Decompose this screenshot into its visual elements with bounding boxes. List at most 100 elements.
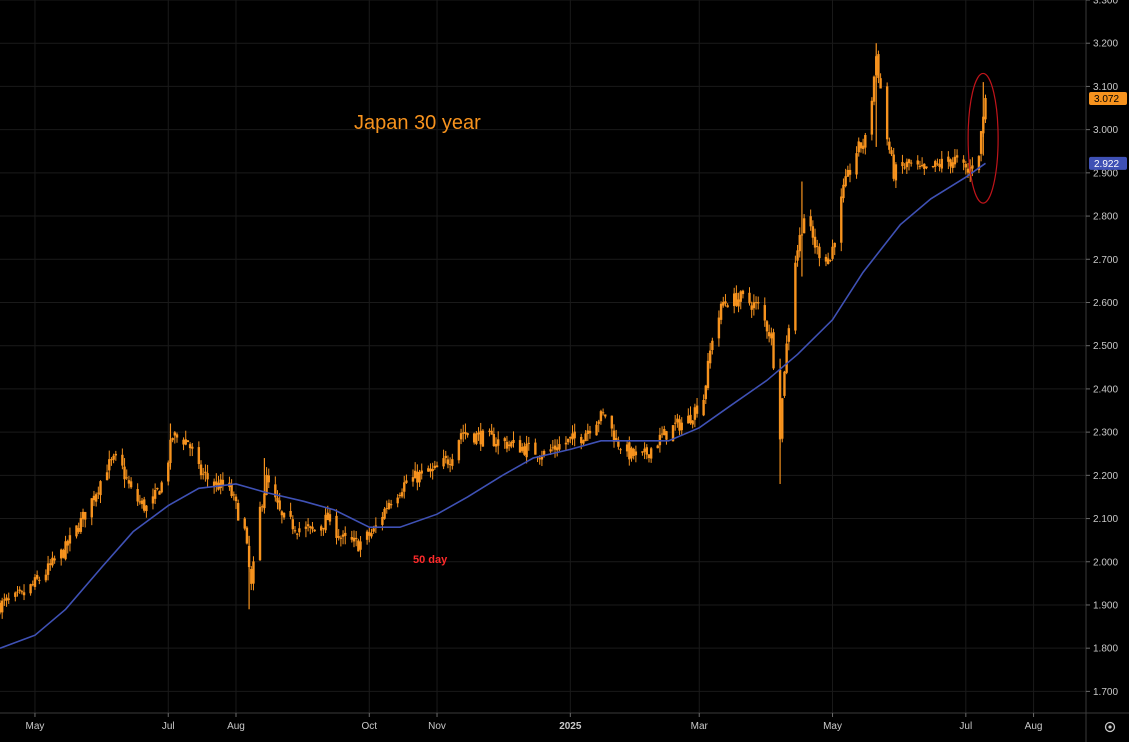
y-tick-label: 1.700: [1093, 687, 1118, 698]
candle-body: [888, 141, 891, 150]
candle-body: [632, 448, 635, 456]
candle-body: [357, 540, 360, 552]
candle-body: [405, 480, 408, 483]
candle-body: [687, 415, 690, 424]
candle-body: [488, 430, 491, 432]
candle-body: [892, 154, 895, 179]
candle-body: [671, 425, 675, 442]
candle-body: [977, 156, 981, 171]
candle-body: [123, 466, 126, 480]
candle-body: [64, 541, 67, 560]
candle-body: [202, 473, 205, 475]
candle-body: [14, 592, 17, 597]
candle-body: [232, 494, 236, 496]
candle-body: [512, 439, 515, 443]
candle-body: [855, 153, 858, 175]
candle-body: [477, 432, 480, 435]
gear-icon[interactable]: [1104, 721, 1116, 733]
chart-title: Japan 30 year: [354, 112, 481, 134]
candle-body: [842, 184, 845, 199]
candle-body: [212, 481, 216, 487]
candle-body: [934, 161, 937, 167]
candle-body: [894, 164, 898, 181]
candle-body: [413, 470, 417, 479]
candle-body: [420, 470, 423, 474]
candle-layer: [0, 43, 987, 619]
candle-body: [748, 292, 751, 304]
candle-body: [383, 508, 386, 519]
candle-body: [99, 481, 102, 496]
candle-body: [160, 482, 163, 493]
candle-body: [615, 438, 618, 442]
candle-body: [92, 495, 96, 501]
candle-body: [335, 515, 338, 538]
candle-body: [693, 407, 697, 420]
candle-body: [94, 494, 98, 502]
candle-body: [79, 517, 83, 532]
candle-body: [230, 484, 233, 497]
candle-body: [33, 577, 37, 587]
y-tick-label: 2.300: [1093, 428, 1118, 439]
candle-body: [143, 499, 146, 511]
x-axis-ticks: May Jul Aug Oct Nov 2025 Mar May Jul Aug: [26, 713, 1042, 732]
candle-body: [368, 532, 371, 536]
candle-body: [641, 451, 644, 453]
candle-body: [215, 481, 218, 485]
candle-body: [612, 430, 616, 442]
candle-body: [295, 533, 299, 535]
candle-body: [365, 531, 369, 540]
candle-body: [328, 514, 332, 522]
candle-body: [556, 447, 559, 451]
candle-body: [953, 156, 957, 165]
candle-body: [125, 477, 128, 479]
candle-body: [752, 302, 756, 309]
candle-body: [660, 433, 664, 435]
y-tick-label: 2.700: [1093, 255, 1118, 266]
candle-body: [403, 482, 406, 492]
candle-body: [595, 424, 598, 436]
grid-layer: [0, 0, 1086, 713]
candle-body: [175, 434, 179, 438]
candle-body: [890, 150, 893, 155]
candle-body: [51, 557, 54, 566]
candle-body: [188, 444, 192, 449]
candle-body: [243, 518, 246, 529]
candle-body: [389, 504, 393, 506]
candle-body: [304, 526, 308, 529]
y-tick-label: 2.000: [1093, 557, 1118, 568]
candle-body: [951, 162, 954, 169]
candle-body: [630, 447, 633, 459]
candle-body: [354, 537, 358, 540]
candle-body: [905, 161, 909, 168]
candle-body: [416, 471, 419, 483]
candle-body: [741, 290, 745, 295]
candle-body: [16, 591, 19, 593]
candle-body: [870, 100, 874, 135]
candle-body: [261, 506, 264, 508]
candle-body: [276, 497, 279, 503]
y-tick-label: 1.800: [1093, 644, 1118, 655]
settings-button[interactable]: [1104, 721, 1116, 733]
candle-body: [0, 602, 2, 613]
candle-body: [551, 447, 555, 449]
candle-body: [647, 454, 651, 458]
candle-body: [785, 343, 788, 373]
candle-body: [754, 302, 758, 304]
candle-body: [490, 430, 493, 435]
y-tick-label: 2.600: [1093, 298, 1118, 309]
candle-body: [110, 459, 113, 461]
y-tick-label: 3.200: [1093, 39, 1118, 50]
candle-body: [673, 422, 677, 424]
x-tick-label: May: [26, 721, 45, 732]
candle-body: [770, 333, 773, 339]
candle-body: [783, 371, 786, 396]
candle-body: [525, 443, 528, 458]
candle-body: [108, 459, 111, 471]
candle-body: [298, 528, 301, 533]
candle-body: [219, 479, 222, 489]
candle-body: [293, 530, 297, 532]
candle-body: [435, 465, 439, 468]
candle-body: [732, 293, 736, 307]
candle-body: [191, 446, 194, 449]
moving-average-line: [0, 162, 986, 649]
